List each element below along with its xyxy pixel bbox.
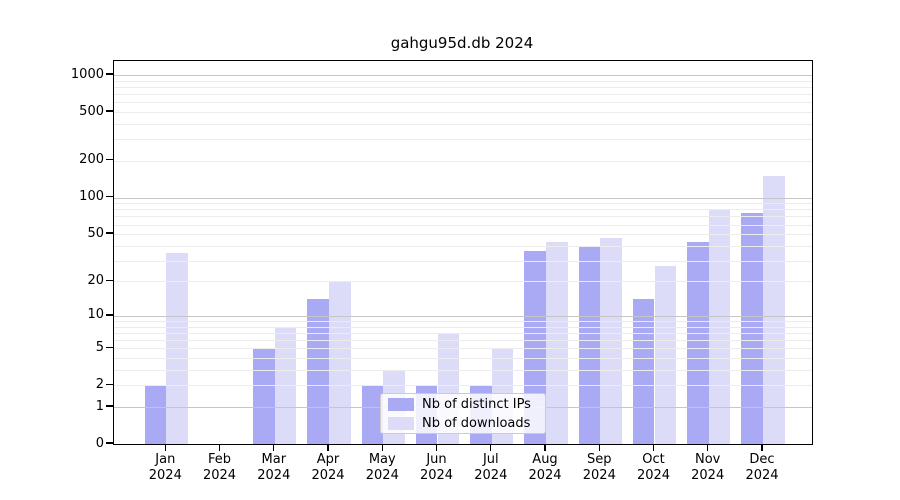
gridline-600: [114, 102, 812, 104]
gridline-300: [114, 139, 812, 141]
gridline-1000: [114, 75, 812, 76]
x-tick-label-jun: Jun 2024: [419, 452, 454, 483]
x-tick-label-oct: Oct 2024: [636, 452, 671, 483]
y-tick-label-10: 10: [87, 307, 104, 323]
gridline-30: [114, 260, 812, 262]
gridline-90: [114, 203, 812, 205]
gridline-9: [114, 321, 812, 322]
bar-distinct-ips-may: [361, 385, 384, 444]
x-tick-mark: [218, 444, 221, 451]
grid-layer: [114, 61, 812, 444]
x-tick-label-aug: Aug 2024: [528, 452, 562, 483]
gridline-60: [114, 224, 812, 226]
y-tick-label-50: 50: [87, 225, 104, 241]
y-tick-label-200: 200: [79, 152, 104, 168]
gridline-900: [114, 80, 812, 82]
y-tick-label-20: 20: [87, 272, 104, 288]
gridline-20: [114, 281, 812, 283]
y-tick-label-1: 1: [95, 398, 104, 414]
bar-downloads-oct: [654, 266, 677, 444]
gridline-8: [114, 326, 812, 328]
legend-item-downloads: Nb of downloads: [388, 415, 545, 431]
bar-distinct-ips-mar: [253, 348, 275, 444]
y-tick-mark: [106, 232, 113, 234]
x-tick-mark: [761, 444, 763, 451]
y-tick-mark: [106, 73, 113, 75]
gridline-10: [114, 315, 812, 317]
y-tick-label-1000: 1000: [70, 66, 104, 82]
x-tick-label-feb: Feb 2024: [202, 452, 237, 483]
gridline-70: [114, 216, 812, 218]
legend-label-distinct-ips: Nb of distinct IPs: [422, 396, 531, 412]
x-tick-mark: [490, 444, 492, 451]
x-tick-label-dec: Dec 2024: [745, 452, 779, 483]
bar-distinct-ips-nov: [687, 241, 709, 444]
gridline-50: [114, 234, 812, 235]
legend-item-distinct-ips: Nb of distinct IPs: [388, 396, 545, 412]
plot-area: Nb of distinct IPs Nb of downloads: [113, 60, 813, 445]
x-tick-mark: [598, 444, 600, 451]
y-tick-mark: [106, 346, 113, 348]
x-tick-mark: [327, 444, 329, 451]
x-tick-mark: [381, 444, 383, 451]
gridline-200: [114, 160, 812, 162]
bar-downloads-apr: [329, 281, 351, 444]
gridline-6: [114, 340, 812, 342]
y-tick-label-100: 100: [79, 189, 104, 204]
x-tick-mark: [164, 444, 166, 451]
y-tick-label-5: 5: [95, 339, 104, 355]
gridline-2: [114, 385, 812, 387]
y-tick-mark: [106, 110, 113, 112]
bar-downloads-sep: [600, 238, 622, 444]
x-tick-label-mar: Mar 2024: [257, 452, 291, 483]
y-tick-mark: [106, 314, 113, 316]
gridline-80: [114, 209, 812, 211]
x-tick-mark: [544, 444, 546, 451]
y-tick-mark: [106, 383, 113, 385]
gridline-400: [114, 123, 812, 125]
x-tick-label-nov: Nov 2024: [691, 452, 725, 483]
y-tick-mark: [106, 195, 113, 198]
gridline-7: [114, 332, 812, 334]
distinct-ips-swatch: [388, 397, 414, 411]
bar-downloads-dec: [763, 176, 785, 444]
y-tick-mark: [106, 442, 113, 444]
x-tick-label-jul: Jul 2024: [474, 452, 508, 483]
y-tick-mark: [106, 159, 113, 161]
y-tick-mark: [106, 279, 113, 282]
bar-distinct-ips-jan: [144, 385, 167, 444]
x-tick-mark: [435, 444, 438, 451]
bar-downloads-aug: [546, 241, 568, 444]
x-tick-mark: [707, 444, 709, 451]
legend: Nb of distinct IPs Nb of downloads: [380, 393, 546, 434]
x-tick-mark: [273, 444, 275, 451]
y-tick-label-0: 0: [95, 435, 104, 451]
gridline-100: [114, 197, 812, 199]
x-tick-label-may: May 2024: [365, 452, 399, 483]
gridline-3: [114, 370, 812, 371]
y-tick-label-500: 500: [79, 103, 104, 119]
x-tick-label-sep: Sep 2024: [582, 452, 616, 483]
x-tick-mark: [652, 444, 655, 451]
chart-title: gahgu95d.db 2024: [390, 34, 534, 52]
y-tick-label-2: 2: [95, 376, 104, 392]
y-tick-mark: [106, 405, 113, 407]
gridline-40: [114, 245, 812, 247]
gridline-800: [114, 86, 812, 88]
gridline-500: [114, 112, 812, 113]
gridline-4: [114, 358, 812, 359]
bar-distinct-ips-sep: [578, 245, 601, 444]
x-tick-label-apr: Apr 2024: [311, 452, 345, 483]
x-tick-label-jan: Jan 2024: [148, 452, 182, 483]
gridline-700: [114, 94, 812, 96]
legend-label-downloads: Nb of downloads: [422, 415, 531, 431]
gridline-5: [114, 348, 812, 350]
downloads-swatch: [388, 416, 414, 430]
